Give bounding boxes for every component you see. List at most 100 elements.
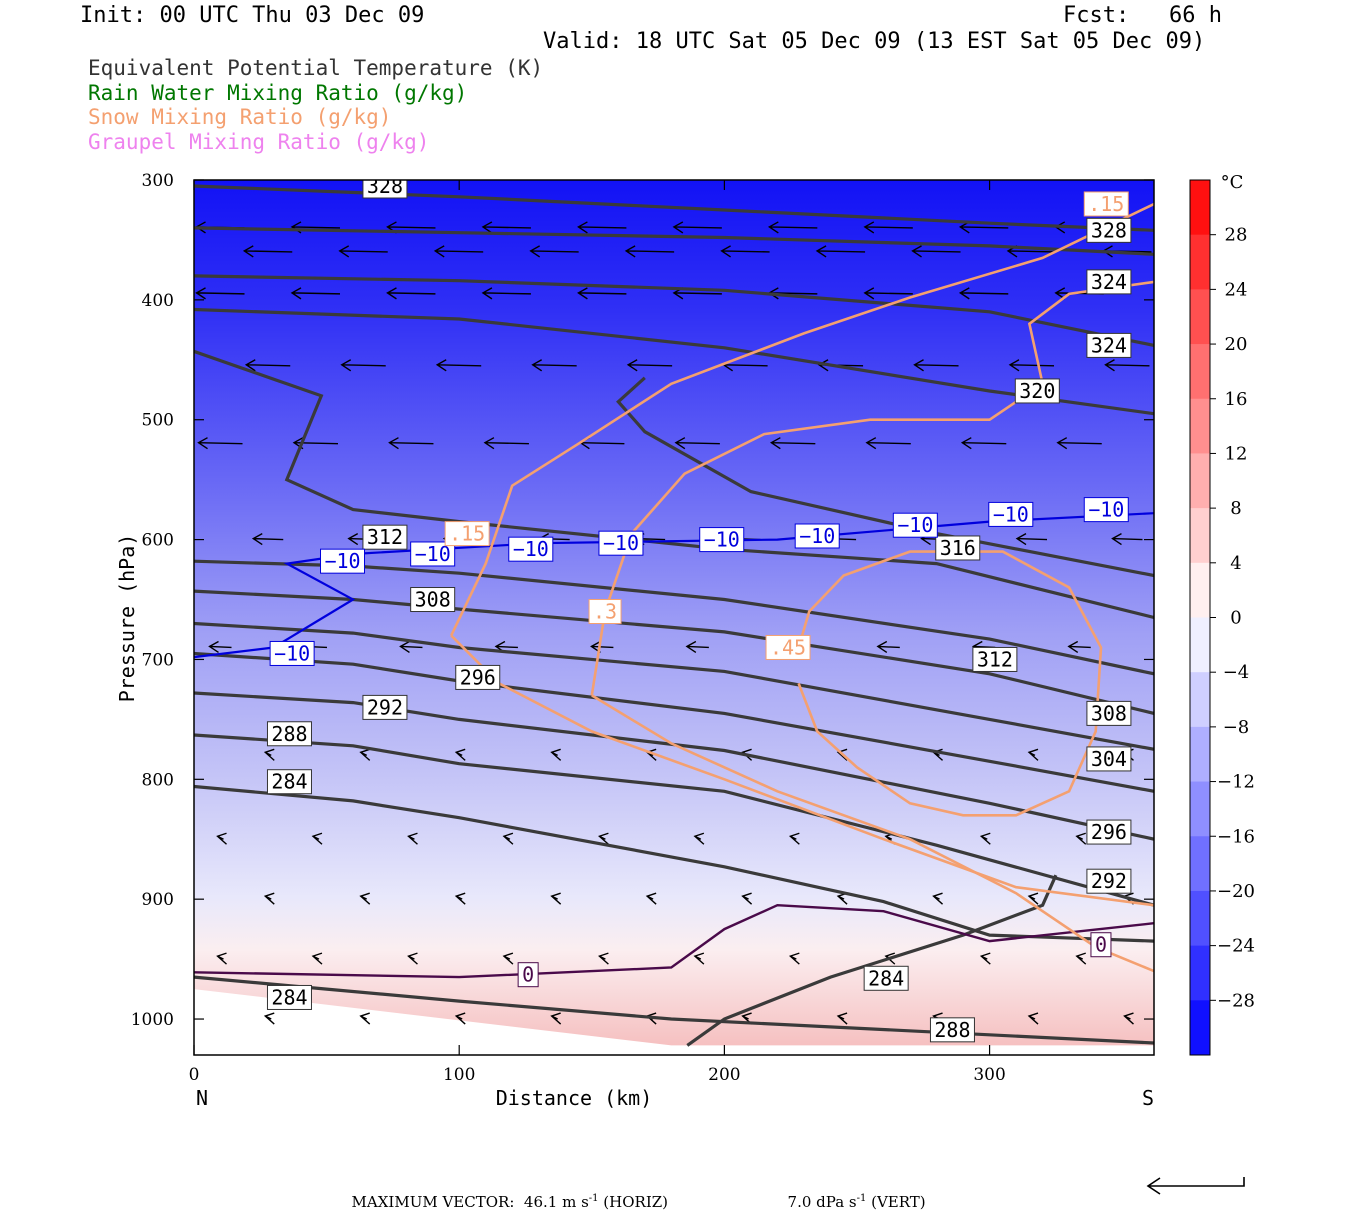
wind-vector [1123, 1012, 1134, 1025]
colorbar-step [1190, 344, 1210, 400]
snow-label-box [765, 634, 811, 660]
colorbar-tick-label: 8 [1230, 498, 1241, 519]
wind-vector [481, 221, 531, 234]
init-time: Init: 00 UTC Thu 03 Dec 09 [80, 3, 425, 28]
wind-vector [244, 359, 291, 372]
minus10-label-box [892, 512, 938, 538]
wind-vector [1111, 532, 1143, 546]
colorbar-step [1190, 289, 1210, 345]
wind-vector [1075, 952, 1087, 965]
legend-item: Equivalent Potential Temperature (K) [88, 56, 544, 80]
theta-e-label: 292 [367, 695, 403, 719]
snow-line [590, 280, 1154, 696]
wind-vector [454, 1012, 466, 1025]
minus10-label-box [269, 640, 315, 666]
colorbar-step [1190, 945, 1210, 1001]
valid-time: Valid: 18 UTC Sat 05 Dec 09 (13 EST Sat … [543, 29, 1206, 54]
colorbar-tick-label: 24 [1225, 279, 1248, 300]
legend-item: Rain Water Mixing Ratio (g/kg) [88, 80, 468, 105]
wind-vector [693, 832, 705, 845]
wind-vector [767, 221, 818, 234]
wind-vector [502, 832, 514, 845]
wind-vector [788, 832, 800, 845]
theta-e-label: 320 [1019, 379, 1055, 403]
theta-e-line [194, 226, 1154, 256]
snow-line [797, 550, 1103, 817]
x-axis-label: Distance (km) [496, 1086, 653, 1110]
theta-e-label-box [1086, 700, 1132, 726]
theta-e-label-box [935, 535, 981, 561]
wind-vector [208, 640, 232, 654]
y-tick-label: 300 [142, 171, 174, 191]
theta-e-label-box [1014, 378, 1060, 404]
plot-clip: 328 328 324 324 320 316 312 312 308 308 296 304 292 2… [194, 180, 1154, 1055]
minus10-label: −10 [1088, 498, 1124, 522]
colorbar-step [1190, 781, 1210, 837]
wind-vector [531, 359, 577, 372]
wind-vector [590, 640, 614, 654]
wind-vector [720, 245, 770, 258]
x-tick-label: 300 [973, 1065, 1005, 1085]
theta-e-label-box [266, 769, 312, 795]
wind-vector [433, 245, 484, 258]
max-vector-vertical: 7.0 dPa s-1 (VERT) [778, 1175, 926, 1211]
theta-e-label: 316 [940, 536, 976, 560]
colorbar: 28 24 20 16 12 8 4 0 −4 −8 −12 −16 −20 −24 −28 °C [1189, 172, 1255, 1056]
wind-vector [598, 832, 609, 845]
wind-vector [960, 437, 1007, 450]
wind-vector [913, 359, 959, 372]
wind-vector [359, 1012, 371, 1025]
freezing-label: 0 [522, 963, 534, 987]
wind-vector [216, 832, 227, 845]
y-tick-label: 900 [142, 890, 174, 910]
theta-e-line [686, 874, 1058, 1047]
wind-vector [399, 640, 423, 654]
wind-vector [979, 832, 991, 845]
colorbar-tick-label: 20 [1225, 334, 1248, 355]
y-axis-label: Pressure (hPa) [115, 534, 139, 703]
plot-area: 328 328 324 324 320 316 312 312 308 308 296 304 292 2… [194, 180, 1154, 1055]
wind-vector [550, 892, 562, 905]
wind-vector [693, 952, 705, 965]
y-tick-label: 800 [142, 770, 174, 790]
theta-e-label: 288 [934, 1018, 970, 1042]
minus10-label: −10 [897, 513, 933, 537]
cross-section-chart: 328 328 324 324 320 316 312 312 308 308 296 304 292 2… [115, 171, 1255, 1110]
theta-e-label-box [1086, 269, 1132, 295]
north-label: N [196, 1086, 208, 1110]
wind-vector [1027, 1012, 1039, 1025]
wind-vector [979, 952, 991, 965]
theta-e-label: 324 [1091, 270, 1127, 294]
minus10-label-box [794, 523, 840, 549]
colorbar-step [1190, 672, 1210, 728]
wind-vector [865, 437, 911, 450]
theta-e-label-box [972, 646, 1018, 672]
colorbar-tick-label: −28 [1217, 990, 1255, 1011]
wind-vector [1008, 359, 1055, 372]
wind-vector [195, 287, 245, 300]
wind-vector [340, 359, 386, 372]
colorbar-step [1190, 562, 1210, 618]
theta-e-line [194, 651, 1154, 793]
wind-vector [454, 892, 466, 905]
snow-label-box [444, 521, 490, 547]
wind-vector [502, 952, 514, 965]
theta-e-label-box [266, 721, 312, 747]
colorbar-step [1190, 180, 1210, 236]
wind-vector [674, 437, 720, 450]
theta-e-label: 308 [1091, 701, 1127, 725]
wind-vector [311, 832, 323, 845]
theta-e-line [194, 784, 1154, 943]
theta-e-label-box [929, 1017, 975, 1043]
colorbar-step [1190, 453, 1210, 509]
minus10-label: −10 [603, 531, 639, 555]
theta-e-label: 328 [1091, 218, 1127, 242]
theta-e-label-box [1086, 868, 1132, 894]
max-vector-horizontal: MAXIMUM VECTOR: 46.1 m s-1 (HORIZ) [342, 1175, 668, 1211]
minus10-label-box [1083, 497, 1129, 523]
colorbar-step [1190, 398, 1210, 454]
legend-item: Snow Mixing Ratio (g/kg) [88, 105, 392, 129]
minus10-label: −10 [274, 641, 310, 665]
wind-vector [483, 437, 529, 450]
horiz-label: (HORIZ) [598, 1193, 669, 1211]
